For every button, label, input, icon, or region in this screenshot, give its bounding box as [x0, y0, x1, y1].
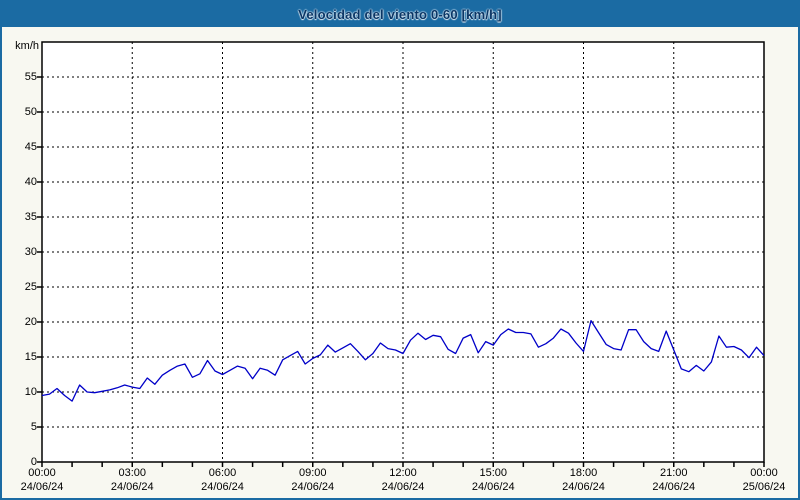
y-tick-label: 30	[24, 245, 37, 258]
x-tick-time: 21:00	[659, 467, 688, 479]
x-tick-date: 24/06/24	[471, 480, 515, 493]
x-tick-date: 24/06/24	[652, 480, 696, 493]
x-tick-label: 03:00 24/06/24	[100, 467, 164, 495]
wind-speed-line	[41, 319, 765, 402]
y-tick-label: 5	[30, 420, 37, 433]
x-tick-time: 03:00	[118, 467, 147, 479]
x-tick-label: 21:00 24/06/24	[642, 467, 706, 495]
y-tick-label: 50	[24, 105, 37, 118]
x-tick-label: 00:00 24/06/24	[10, 467, 74, 495]
y-tick-label: 35	[24, 210, 37, 223]
x-tick-label: 15:00 24/06/24	[461, 467, 525, 495]
x-tick-date: 24/06/24	[562, 480, 605, 493]
x-tick-time: 09:00	[298, 467, 327, 479]
x-tick-time: 18:00	[569, 467, 598, 479]
y-tick-label: 55	[24, 70, 37, 83]
title-bar: Velocidad del viento 0-60 [km/h]	[2, 2, 798, 27]
x-tick-date: 25/06/24	[742, 480, 786, 493]
y-tick-label: 15	[24, 350, 37, 363]
x-tick-date: 24/06/24	[201, 480, 244, 493]
y-tick-label: 25	[24, 280, 37, 293]
x-tick-date: 24/06/24	[381, 480, 425, 493]
x-tick-date: 24/06/24	[291, 480, 335, 493]
y-tick-label: 40	[24, 175, 37, 188]
x-tick-time: 00:00	[750, 467, 778, 479]
x-tick-date: 24/06/24	[110, 480, 154, 493]
x-tick-date: 24/06/24	[20, 480, 64, 493]
x-tick-time: 00:00	[28, 467, 56, 479]
x-tick-label: 00:00 25/06/24	[732, 467, 796, 495]
y-tick-label: 10	[24, 385, 37, 398]
x-tick-time: 06:00	[208, 467, 237, 479]
x-tick-label: 06:00 24/06/24	[191, 467, 255, 495]
y-axis-unit-label: km/h	[15, 40, 39, 52]
x-tick-time: 15:00	[479, 467, 508, 479]
y-tick-label: 0	[30, 455, 37, 468]
plot-border	[41, 41, 765, 463]
x-tick-label: 09:00 24/06/24	[281, 467, 345, 495]
y-tick-label: 20	[24, 315, 37, 328]
chart-title: Velocidad del viento 0-60 [km/h]	[298, 7, 502, 22]
x-tick-label: 12:00 24/06/24	[371, 467, 435, 495]
x-tick-label: 18:00 24/06/24	[552, 467, 616, 495]
y-tick-label: 45	[24, 140, 37, 153]
x-tick-time: 12:00	[389, 467, 417, 479]
